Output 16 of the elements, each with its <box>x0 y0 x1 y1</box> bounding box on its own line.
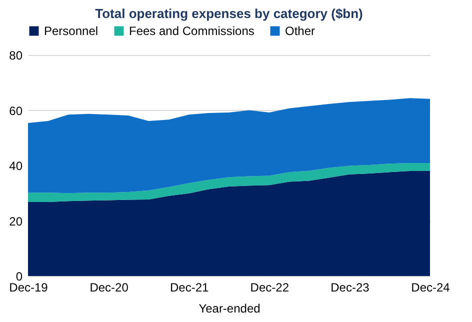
legend-label: Fees and Commissions <box>129 24 254 38</box>
chart-title: Total operating expenses by category ($bn) <box>95 6 363 21</box>
x-tick-label: Dec-20 <box>90 280 129 294</box>
legend-label: Other <box>285 24 316 38</box>
legend-label: Personnel <box>44 24 98 38</box>
y-tick-label: 0 <box>16 270 23 284</box>
y-tick-label: 60 <box>9 104 23 118</box>
y-tick-label: 40 <box>9 159 23 173</box>
x-tick-label: Dec-22 <box>250 280 290 294</box>
x-tick-label: Dec-19 <box>9 280 48 294</box>
x-tick-label: Dec-23 <box>330 280 370 294</box>
y-tick-label: 20 <box>9 214 23 228</box>
x-tick-label: Dec-21 <box>170 280 210 294</box>
x-tick-label: Dec-24 <box>411 280 450 294</box>
y-tick-label: 80 <box>9 48 23 62</box>
x-axis-title: Year-ended <box>198 302 260 316</box>
